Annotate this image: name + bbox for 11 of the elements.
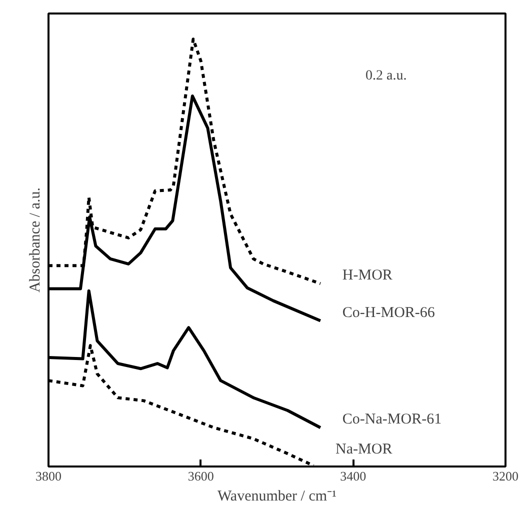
x-tick-label: 3800 [36, 468, 62, 484]
x-axis-title: Wavenumber / cm⁻¹ [217, 488, 337, 504]
series-label: H-MOR [342, 268, 392, 284]
annotation: 0.2 a.u. [366, 68, 407, 84]
y-axis-title: Absorbance / a.u. [28, 188, 44, 292]
x-tick-label: 3200 [492, 468, 518, 484]
series-label: Co-H-MOR-66 [342, 304, 436, 321]
series-label: Co-Na-MOR-61 [342, 412, 442, 428]
x-tick-label: 3400 [340, 468, 366, 484]
series-label: Na-MOR [336, 442, 392, 458]
x-tick-label: 3600 [188, 468, 214, 484]
